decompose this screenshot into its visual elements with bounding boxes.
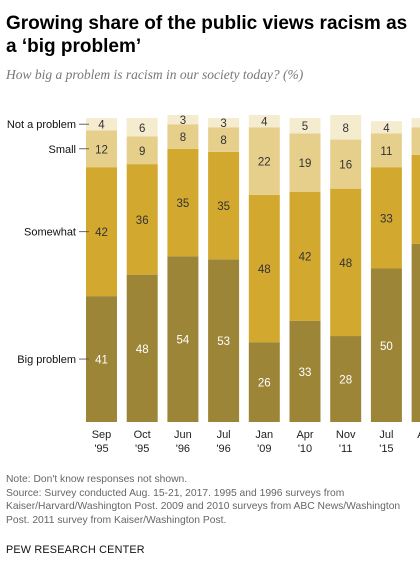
bar-segment-not-a-problem — [86, 118, 117, 131]
data-label-small: 8 — [180, 132, 186, 144]
bar-segment-somewhat — [167, 148, 199, 257]
data-label-not-a-problem: 4 — [261, 117, 268, 129]
data-label-not-a-problem: 3 — [180, 115, 186, 127]
data-label-somewhat: 42 — [95, 227, 108, 239]
x-tick-label: Jul — [217, 429, 231, 441]
data-label-not-a-problem: 5 — [302, 121, 308, 133]
bar-segment-somewhat — [126, 164, 158, 275]
x-tick-label: '96 — [176, 443, 190, 455]
bar-segment-not-a-problem — [167, 115, 199, 125]
bar-segment-small — [208, 127, 240, 152]
bar-segment-somewhat — [86, 167, 117, 297]
data-label-small: 9 — [139, 146, 145, 158]
series-label: Small — [48, 144, 76, 156]
footnote: Note: Don't know responses not shown. So… — [6, 473, 416, 527]
bar-segment-not-a-problem — [411, 118, 420, 128]
data-label-big-problem: 54 — [177, 335, 190, 347]
bar-segment-big-problem — [208, 259, 240, 422]
bar-segment-small — [370, 133, 402, 168]
x-tick-label: '96 — [216, 443, 230, 455]
x-tick-label: '95 — [135, 443, 149, 455]
bar-segment-somewhat — [208, 151, 240, 260]
x-tick-label: Aug — [417, 429, 420, 441]
bar-segment-not-a-problem — [248, 115, 280, 128]
bar-segment-somewhat — [330, 188, 362, 337]
data-label-big-problem: 48 — [136, 344, 149, 356]
bar-segment-big-problem — [248, 342, 280, 422]
data-label-big-problem: 26 — [258, 378, 271, 390]
bar-segment-small — [330, 139, 362, 189]
data-label-big-problem: 33 — [299, 367, 312, 379]
data-label-small: 8 — [220, 135, 226, 147]
chart-subtitle: How big a problem is racism in our socie… — [6, 67, 304, 82]
x-tick-label: '95 — [94, 443, 108, 455]
data-label-not-a-problem: 3 — [220, 118, 226, 130]
x-tick-label: '11 — [339, 443, 353, 455]
bar-segment-big-problem — [86, 296, 117, 422]
bar-segment-big-problem — [330, 336, 362, 422]
data-label-small: 19 — [299, 158, 312, 170]
data-label-small: 22 — [258, 157, 271, 169]
bar-segment-somewhat — [289, 191, 321, 321]
bar-segment-not-a-problem — [330, 115, 362, 140]
series-label: Big problem — [17, 354, 76, 366]
data-label-small: 16 — [339, 160, 352, 172]
data-label-not-a-problem: 4 — [383, 123, 390, 135]
data-label-not-a-problem: 6 — [139, 123, 145, 135]
data-label-somewhat: 42 — [299, 252, 312, 264]
x-tick-label: Nov — [336, 429, 356, 441]
data-label-big-problem: 53 — [217, 336, 230, 348]
data-label-not-a-problem: 4 — [98, 120, 105, 132]
data-label-big-problem: 28 — [339, 375, 352, 387]
bar-segment-not-a-problem — [208, 118, 240, 128]
x-tick-label: '10 — [298, 443, 312, 455]
bar-segment-somewhat — [248, 194, 280, 343]
x-tick-label: '15 — [379, 443, 393, 455]
x-tick-label: Jul — [379, 429, 393, 441]
bar-segment-small — [411, 127, 420, 155]
bar-segment-small — [86, 130, 117, 168]
x-tick-label: Jun — [174, 429, 192, 441]
bar-segment-small — [126, 136, 158, 165]
bar-segment-somewhat — [370, 167, 402, 269]
data-label-somewhat: 35 — [217, 201, 230, 213]
bar-segment-small — [248, 127, 280, 195]
x-tick-label: Oct — [134, 429, 151, 441]
bar-segment-small — [167, 124, 199, 149]
data-label-somewhat: 36 — [136, 215, 149, 227]
stacked-bar-chart: 4142124Sep'95483696Oct'95543583Jun'96533… — [7, 115, 420, 455]
data-label-somewhat: 33 — [380, 213, 393, 225]
bar-segment-not-a-problem — [370, 121, 402, 134]
bar-segment-big-problem — [167, 256, 199, 422]
bar-segment-somewhat — [411, 154, 420, 244]
chart-title: Growing share of the public views racism… — [6, 13, 408, 57]
bar-segment-big-problem — [126, 274, 158, 422]
data-label-big-problem: 50 — [380, 341, 393, 353]
bar-segment-not-a-problem — [126, 118, 158, 137]
note-text: Note: Don't know responses not shown. — [6, 474, 188, 485]
series-label: Somewhat — [24, 227, 76, 239]
data-label-somewhat: 48 — [339, 258, 352, 270]
bar-segment-big-problem — [289, 320, 321, 422]
data-label-not-a-problem: 8 — [342, 123, 348, 135]
data-label-somewhat: 35 — [177, 198, 190, 210]
x-tick-label: '09 — [257, 443, 271, 455]
bar-segment-big-problem — [411, 243, 420, 422]
data-label-small: 11 — [380, 146, 392, 158]
data-label-small: 12 — [95, 144, 108, 156]
bar-segment-small — [289, 133, 321, 192]
bar-segment-big-problem — [370, 268, 402, 422]
series-label: Not a problem — [7, 119, 76, 131]
source-text: Source: Survey conducted Aug. 15-21, 201… — [6, 487, 401, 526]
x-tick-label: Sep — [92, 429, 112, 441]
data-label-big-problem: 41 — [95, 355, 108, 367]
brand-label: PEW RESEARCH CENTER — [6, 544, 145, 556]
x-tick-label: Apr — [296, 429, 313, 441]
x-tick-label: Jan — [255, 429, 273, 441]
data-label-somewhat: 48 — [258, 264, 271, 276]
bar-segment-not-a-problem — [289, 118, 321, 134]
